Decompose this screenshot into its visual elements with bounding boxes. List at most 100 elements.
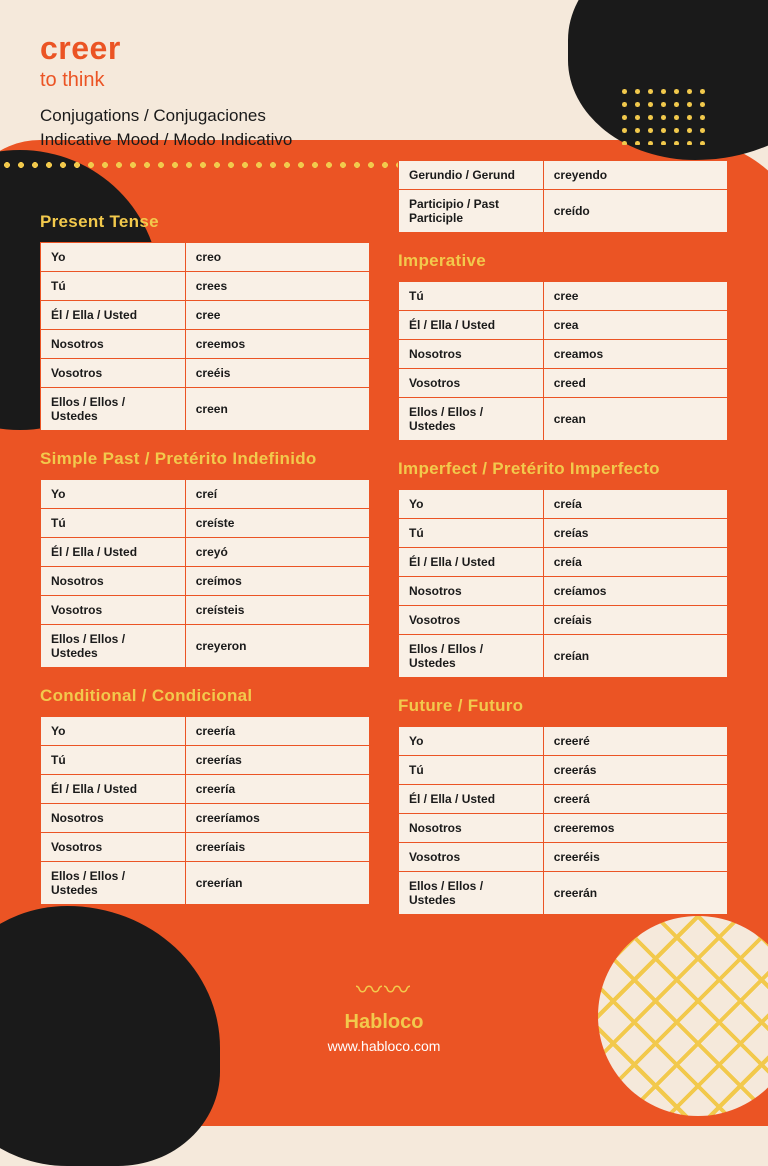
pronoun-cell: Ellos / Ellos / Ustedes (399, 397, 544, 440)
pronoun-cell: Él / Ella / Usted (41, 774, 186, 803)
value-cell: creído (543, 189, 727, 232)
value-cell: creíamos (543, 576, 727, 605)
pronoun-cell: Yo (41, 242, 186, 271)
table-row: Participio / Past Participlecreído (399, 189, 728, 232)
table-row: Él / Ella / Ustedcreerá (399, 784, 728, 813)
table-row: Vosotroscreíais (399, 605, 728, 634)
pronoun-cell: Ellos / Ellos / Ustedes (41, 624, 186, 667)
value-cell: creía (543, 547, 727, 576)
table-row: Yocreería (41, 716, 370, 745)
value-cell: creeréis (543, 842, 727, 871)
section-title-simplepast: Simple Past / Pretérito Indefinido (40, 449, 370, 469)
table-row: Nosotroscreeremos (399, 813, 728, 842)
table-row: Él / Ella / Ustedcreyó (41, 537, 370, 566)
table-row: Túcreías (399, 518, 728, 547)
table-row: Nosotroscreeríamos (41, 803, 370, 832)
table-row: Él / Ella / Ustedcreería (41, 774, 370, 803)
section-title-present: Present Tense (40, 212, 370, 232)
table-row: Gerundio / Gerundcreyendo (399, 160, 728, 189)
pronoun-cell: Ellos / Ellos / Ustedes (399, 634, 544, 677)
value-cell: cree (185, 300, 369, 329)
page-subtitle: Conjugations / Conjugaciones Indicative … (40, 104, 728, 152)
table-row: Ellos / Ellos / Ustedescrean (399, 397, 728, 440)
value-cell: creería (185, 774, 369, 803)
table-row: Yocreo (41, 242, 370, 271)
table-future: Yocreeré Túcreerás Él / Ella / Ustedcree… (398, 726, 728, 915)
value-cell: creed (543, 368, 727, 397)
table-row: Ellos / Ellos / Ustedescreen (41, 387, 370, 430)
pronoun-cell: Tú (41, 745, 186, 774)
table-row: Él / Ella / Ustedcrea (399, 310, 728, 339)
value-cell: creeríamos (185, 803, 369, 832)
value-cell: creyeron (185, 624, 369, 667)
pronoun-cell: Vosotros (41, 595, 186, 624)
pronoun-cell: Yo (399, 489, 544, 518)
pronoun-cell: Ellos / Ellos / Ustedes (41, 861, 186, 904)
value-cell: creerías (185, 745, 369, 774)
table-row: Yocreeré (399, 726, 728, 755)
table-row: Yocreía (399, 489, 728, 518)
value-cell: crea (543, 310, 727, 339)
table-row: Nosotroscreamos (399, 339, 728, 368)
value-cell: creímos (185, 566, 369, 595)
table-row: Túcree (399, 281, 728, 310)
pronoun-cell: Nosotros (41, 566, 186, 595)
table-row: Ellos / Ellos / Ustedescreían (399, 634, 728, 677)
table-participles: Gerundio / Gerundcreyendo Participio / P… (398, 160, 728, 233)
table-row: Túcrees (41, 271, 370, 300)
value-cell: creísteis (185, 595, 369, 624)
table-row: Túcreíste (41, 508, 370, 537)
table-row: Él / Ella / Ustedcree (41, 300, 370, 329)
pronoun-cell: Tú (399, 281, 544, 310)
table-present: Yocreo Túcrees Él / Ella / Ustedcree Nos… (40, 242, 370, 431)
value-cell: creías (543, 518, 727, 547)
value-cell: crees (185, 271, 369, 300)
pronoun-cell: Nosotros (399, 339, 544, 368)
table-row: Él / Ella / Ustedcreía (399, 547, 728, 576)
pronoun-cell: Nosotros (41, 329, 186, 358)
pronoun-cell: Él / Ella / Usted (41, 537, 186, 566)
brand-url: www.habloco.com (0, 1038, 768, 1054)
pronoun-cell: Yo (41, 479, 186, 508)
section-title-imperfect: Imperfect / Pretérito Imperfecto (398, 459, 728, 479)
value-cell: creamos (543, 339, 727, 368)
pronoun-cell: Vosotros (399, 605, 544, 634)
pronoun-cell: Tú (399, 518, 544, 547)
pronoun-cell: Yo (41, 716, 186, 745)
value-cell: creeré (543, 726, 727, 755)
footer: 〰〰 Habloco www.habloco.com (0, 970, 768, 1054)
pronoun-cell: Tú (399, 755, 544, 784)
pronoun-cell: Ellos / Ellos / Ustedes (41, 387, 186, 430)
value-cell: creíste (185, 508, 369, 537)
value-cell: cree (543, 281, 727, 310)
pronoun-cell: Vosotros (399, 368, 544, 397)
value-cell: creían (543, 634, 727, 677)
section-title-future: Future / Futuro (398, 696, 728, 716)
pronoun-cell: Él / Ella / Usted (399, 547, 544, 576)
table-row: Ellos / Ellos / Ustedescreerán (399, 871, 728, 914)
table-row: Vosotroscreeréis (399, 842, 728, 871)
table-row: Yocreí (41, 479, 370, 508)
table-conditional: Yocreería Túcreerías Él / Ella / Ustedcr… (40, 716, 370, 905)
table-row: Vosotroscreéis (41, 358, 370, 387)
value-cell: creen (185, 387, 369, 430)
pronoun-cell: Vosotros (399, 842, 544, 871)
pronoun-cell: Él / Ella / Usted (399, 310, 544, 339)
value-cell: creerá (543, 784, 727, 813)
table-row: Nosotroscreímos (41, 566, 370, 595)
table-imperfect: Yocreía Túcreías Él / Ella / Ustedcreía … (398, 489, 728, 678)
brand-name: Habloco (0, 1011, 768, 1034)
table-row: Vosotroscreísteis (41, 595, 370, 624)
table-row: Nosotroscreíamos (399, 576, 728, 605)
table-row: Túcreerías (41, 745, 370, 774)
pronoun-cell: Ellos / Ellos / Ustedes (399, 871, 544, 914)
table-row: Vosotroscreeríais (41, 832, 370, 861)
table-row: Nosotroscreemos (41, 329, 370, 358)
value-cell: creo (185, 242, 369, 271)
value-cell: creeríais (185, 832, 369, 861)
verb-heading: creer (40, 30, 728, 67)
verb-translation: to think (40, 69, 728, 92)
pronoun-cell: Nosotros (399, 813, 544, 842)
value-cell: crean (543, 397, 727, 440)
table-row: Vosotroscreed (399, 368, 728, 397)
